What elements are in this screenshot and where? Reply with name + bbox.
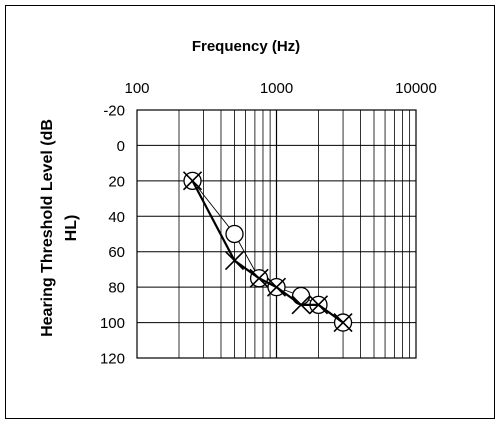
grid-layer [137,109,416,359]
y-tick-label: 20 [108,173,125,190]
x-tick-labels: 100 1000 10000 [124,80,436,97]
circle-marker [291,286,311,306]
x-tick-label: 1000 [260,80,293,97]
y-tick-label: 120 [100,351,125,368]
y-tick-labels: -20 0 20 40 60 80 100 120 [100,103,125,368]
x-marker [308,295,329,315]
y-axis-title-line-1: Hearing Threshold Level (dB [39,119,56,337]
y-tick-label: 40 [108,209,125,226]
series-x [182,171,353,333]
x-marker [291,295,311,315]
audiogram-chart: 100 1000 10000 -20 0 20 40 60 80 100 120 Frequenc… [39,38,437,368]
x-marker [182,171,203,191]
y-axis-title-line-2: HL) [63,215,80,242]
series-layer [182,171,353,333]
x-marker [249,268,269,288]
circle-marker [225,224,244,244]
x-tick-label: 100 [124,80,149,97]
y-tick-label: 0 [117,138,125,155]
y-axis-title: Hearing Threshold Level (dB HL) [39,119,80,337]
plot-area [136,109,417,359]
y-tick-label: 60 [108,244,125,261]
y-tick-label: 80 [108,280,125,297]
y-tick-label: 100 [100,315,125,332]
x-marker [224,251,245,271]
y-tick-label: -20 [103,103,125,120]
chart-frame: 100 1000 10000 -20 0 20 40 60 80 100 120 Frequenc… [5,5,495,419]
x-marker [333,313,353,333]
x-marker [266,277,287,297]
x-axis-title: Frequency (Hz) [192,38,300,55]
x-tick-label: 10000 [395,80,437,97]
